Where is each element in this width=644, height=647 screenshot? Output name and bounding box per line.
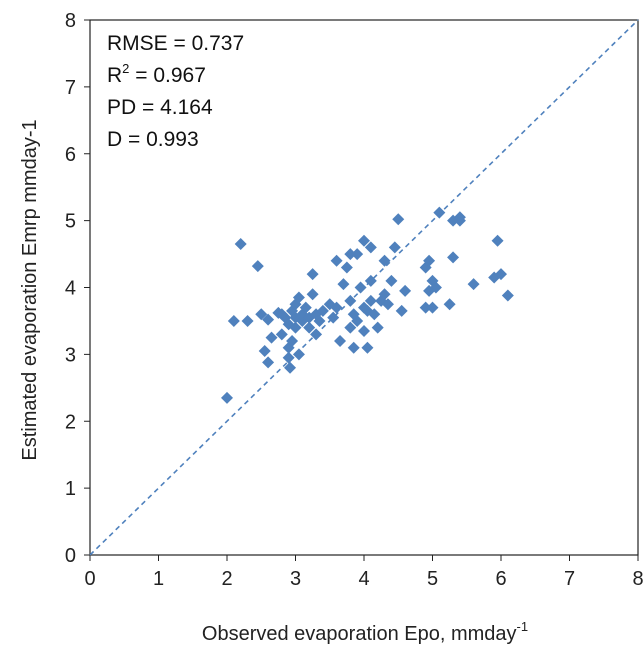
r2-prefix: R [107,64,122,87]
data-point [419,301,432,314]
x-tick-label: 6 [495,568,506,590]
data-point [385,274,398,287]
data-point [327,311,340,324]
x-axis-title-superscript: -1 [517,619,529,634]
data-point [364,274,377,287]
y-axis-title: Estimated evaporation Emrp mmday-1 [19,119,41,460]
data-point [344,294,357,307]
statistics-box: RMSE = 0.737 R2 = 0.967 PD = 4.164 D = 0… [107,32,244,151]
data-point [361,341,374,354]
y-tick-label: 8 [65,10,76,32]
data-point [251,260,264,273]
data-point [501,289,514,302]
data-point [292,291,305,304]
data-point [381,298,394,311]
data-point [371,321,384,334]
data-point [306,288,319,301]
r2-superscript: 2 [122,61,129,76]
data-point [265,331,278,344]
x-tick-label: 5 [427,568,438,590]
data-point [292,348,305,361]
data-point [330,254,343,267]
data-point [347,341,360,354]
data-point [262,356,275,369]
x-tick-label: 8 [632,568,643,590]
data-point [275,328,288,341]
y-tick-label: 1 [65,478,76,500]
x-tick-label: 4 [358,568,369,590]
data-point [306,268,319,281]
x-tick-label: 3 [290,568,301,590]
data-point [282,351,295,364]
y-tick-label: 7 [65,77,76,99]
data-point [234,238,247,251]
x-tick-label: 2 [221,568,232,590]
r2-label: R2 = 0.967 [107,61,206,87]
x-axis-title-text: Observed evaporation Epo, mmday [202,623,517,645]
data-point [299,301,312,314]
data-point [399,284,412,297]
data-point [340,261,353,274]
data-point [447,251,460,264]
data-point [443,298,456,311]
x-axis-ticks: 0 1 2 3 4 5 6 7 8 [84,555,644,590]
data-point [337,278,350,291]
x-axis-title: Observed evaporation Epo, mmday-1 [202,619,528,645]
data-point [395,304,408,317]
rmse-label: RMSE = 0.737 [107,32,244,55]
y-tick-label: 6 [65,144,76,166]
data-point [286,335,299,347]
data-point [262,313,275,326]
data-point [368,308,381,321]
data-point [433,206,446,219]
data-points [221,206,514,404]
data-point [392,213,405,226]
data-point [423,254,436,267]
data-point [453,211,466,224]
y-tick-label: 2 [65,411,76,433]
data-point [303,321,316,334]
data-point [467,278,480,291]
data-point [364,241,377,254]
data-point [221,391,233,404]
data-point [354,281,367,294]
data-point [289,321,302,334]
data-point [429,281,442,294]
data-point [364,294,377,307]
data-point [316,304,329,317]
y-axis-ticks: 0 1 2 3 4 5 6 7 8 [65,10,90,567]
data-point [426,301,439,314]
y-tick-label: 3 [65,344,76,366]
data-point [284,361,297,374]
x-tick-label: 1 [153,568,164,590]
data-point [227,314,240,327]
x-tick-label: 7 [564,568,575,590]
data-point [351,314,364,327]
r2-value: = 0.967 [129,64,205,87]
data-point [258,345,271,358]
data-point [491,234,504,247]
data-point [495,268,507,281]
y-tick-label: 0 [65,545,76,567]
data-point [358,324,370,337]
data-point [378,288,391,301]
data-point [378,254,391,267]
data-point [334,335,347,347]
y-tick-label: 4 [65,278,76,300]
data-point [330,301,343,314]
data-point [344,248,357,261]
y-tick-label: 5 [65,211,76,233]
d-label: D = 0.993 [107,128,199,151]
data-point [241,314,254,327]
x-tick-label: 0 [84,568,95,590]
data-point [344,321,357,334]
pd-label: PD = 4.164 [107,96,213,119]
data-point [388,241,401,254]
data-point [255,308,268,321]
data-point [310,328,323,341]
data-point [351,248,364,261]
data-point [358,234,370,247]
data-point [313,314,326,327]
